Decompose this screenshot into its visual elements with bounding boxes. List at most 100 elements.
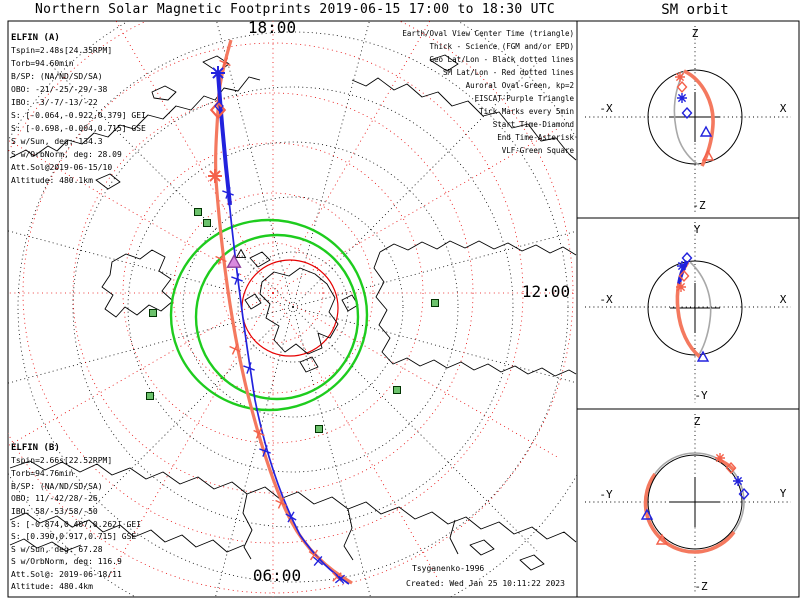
- eiscat-outline-triangle-marker: [236, 249, 246, 259]
- sm-polar-cap-circle: [241, 259, 339, 357]
- vlf-square-marker: [431, 299, 439, 307]
- elfin-b-info-line: IBO: 58/-53/58/-50: [11, 507, 98, 516]
- axis-label-down: -Y: [694, 389, 708, 402]
- coastline-path: [469, 539, 545, 571]
- created-timestamp: Created: Wed Jan 25 10:11:22 2023: [406, 579, 565, 588]
- elfin-a-info-line: OBO: -21/-25/-29/-38: [11, 85, 108, 94]
- coastline-path: [9, 512, 245, 553]
- elfin-b-end-asterisk: [207, 168, 223, 184]
- elfin-a-science-segment: [216, 72, 232, 206]
- geo-grid: [8, 21, 577, 597]
- elfin-a-info-line: S w/Sun, deg: 134.3: [11, 137, 103, 146]
- a-center-time-triangle: [700, 126, 712, 137]
- legend-item: EISCAT-Purple Triangle: [475, 94, 575, 103]
- axis-label-up: Y: [694, 223, 701, 236]
- axis-label-left: -X: [599, 102, 613, 115]
- elfin-a-info-line: S w/OrbNorm, deg: 28.09: [11, 150, 122, 159]
- legend-item: Geo Lat/Lon - Black dotted lines: [430, 55, 575, 64]
- panel-border: [576, 408, 800, 598]
- elfin-b-info-line: Att.Sol@: 2019-06-18/11: [11, 570, 122, 579]
- earth-circle: [647, 260, 743, 356]
- map-legend: Earth/Oval View Center Time (triangle) T…: [402, 29, 574, 155]
- elfin-a-info-block: ELFIN (A) Tspin=2.48s[24.35RPM] Torb=94.…: [11, 33, 146, 185]
- footprint-tracks: [214, 39, 353, 585]
- elfin-b-info-line: S w/Sun, deg: 67.28: [11, 545, 103, 554]
- legend-item: End Time-Asterisk: [497, 133, 574, 142]
- vlf-square-marker: [194, 208, 202, 216]
- a-end-asterisk: [732, 475, 744, 487]
- track-markers: [207, 54, 350, 589]
- sm-orbit-panel-xy: Y -Y -X X: [576, 217, 800, 410]
- elfin-b-info-line: Torb=94.76min: [11, 469, 74, 478]
- elfin-a-info-line: S: [-0.064,-0.922,0.379] GEI: [11, 111, 146, 120]
- axis-label-right: X: [780, 102, 787, 115]
- a-end-asterisk: [676, 260, 688, 272]
- coastline-path: [9, 460, 577, 543]
- orbit-arc-gray: [689, 261, 712, 357]
- axis-label-up: Z: [692, 27, 699, 40]
- legend-item: SM Lat/Lon - Red dotted lines: [443, 68, 574, 77]
- legend-item: Auroral Oval-Green, kp=2: [466, 81, 574, 90]
- sm-time-label-top: 18:00: [248, 18, 296, 37]
- sm-orbit-column: SM orbit Z -Z -X X: [576, 2, 800, 598]
- elfin-a-info-line: Altitude: 480.1km: [11, 176, 93, 185]
- orbit-arc-gray: [673, 70, 700, 166]
- a-end-asterisk: [676, 92, 688, 104]
- axis-label-left: -Y: [599, 488, 613, 501]
- elfin-a-end-asterisk: [210, 65, 226, 81]
- earth-circle: [647, 69, 743, 165]
- orbit-arc-red: [683, 69, 715, 167]
- coastline-path: [242, 493, 459, 561]
- axis-cross: [670, 477, 720, 527]
- field-model-label: Tsyganenko-1996: [412, 564, 484, 573]
- elfin-a-info-line: Att.Sol@2019-06-15/10: [11, 163, 112, 172]
- elfin-a-info-line: Tspin=2.48s[24.35RPM]: [11, 46, 112, 55]
- earth-circle: [647, 454, 743, 550]
- axis-label-right: X: [780, 293, 787, 306]
- elfin-b-info-line: Altitude: 480.4km: [11, 582, 93, 591]
- coastline-path: [259, 267, 339, 355]
- sm-time-label-right: 12:00: [522, 282, 570, 301]
- elfin-b-info-line: S w/OrbNorm, deg: 116.9: [11, 557, 122, 566]
- elfin-b-info-line: B/SP: (NA/ND/SD/SA): [11, 482, 103, 491]
- auroral-oval-outer: [169, 218, 369, 412]
- legend-item: Earth/Oval View Center Time (triangle): [402, 29, 574, 38]
- elfin-b-info-block: ELFIN (B) Tspin=2.66s[22.52RPM] Torb=94.…: [11, 443, 141, 591]
- vlf-square-marker: [146, 392, 154, 400]
- coastline-path: [95, 55, 230, 190]
- legend-item: Thick - Science (FGM and/or EPD): [430, 42, 575, 51]
- auroral-oval: [169, 218, 369, 412]
- elfin-a-title: ELFIN (A): [11, 33, 60, 43]
- legend-item: VLF-Green Square: [502, 146, 575, 155]
- legend-item: Tick Marks every 5min: [479, 107, 574, 116]
- elfin-b-info-line: Tspin=2.66s[22.52RPM]: [11, 456, 112, 465]
- axis-label-left: -X: [599, 293, 613, 306]
- vlf-square-marker: [149, 309, 157, 317]
- elfin-a-info-line: S: [-0.698,-0.004,0.715] GSE: [11, 124, 146, 133]
- legend-item: Start Time-Diamond: [493, 120, 574, 129]
- elfin-b-title: ELFIN (B): [11, 443, 60, 453]
- elfin-a-info-line: IBO: -3/-7/-13/-22: [11, 98, 98, 107]
- coastline-path: [351, 54, 577, 161]
- elfin-a-info-line: Torb=94.60min: [11, 59, 74, 68]
- elfin-b-info-line: S: [-0.874,0.407,0.262] GEI: [11, 520, 141, 529]
- vlf-square-marker: [315, 425, 323, 433]
- figure-title: Northern Solar Magnetic Footprints 2019-…: [35, 2, 555, 17]
- sm-time-label-bottom: 06:00: [253, 566, 301, 585]
- auroral-oval-inner: [194, 233, 360, 401]
- elfin-a-info-line: B/SP: (NA/ND/SD/SA): [11, 72, 103, 81]
- b-end-asterisk: [674, 71, 686, 83]
- station-markers: [146, 208, 439, 433]
- coastline-path: [373, 240, 577, 377]
- map-layers: 18:00 12:00 06:00: [8, 18, 577, 597]
- sm-orbit-title: SM orbit: [661, 2, 728, 18]
- axis-label-up: Z: [694, 415, 701, 428]
- map-panel: 18:00 12:00 06:00 ELFIN (A) Tspin=2.48s[…: [7, 18, 578, 598]
- vlf-square-marker: [203, 219, 211, 227]
- panel-border: [576, 20, 800, 219]
- b-end-asterisk: [714, 452, 726, 464]
- panel-border: [576, 217, 800, 410]
- sm-orbit-panel-yz: Z -Z -Y Y: [576, 408, 800, 598]
